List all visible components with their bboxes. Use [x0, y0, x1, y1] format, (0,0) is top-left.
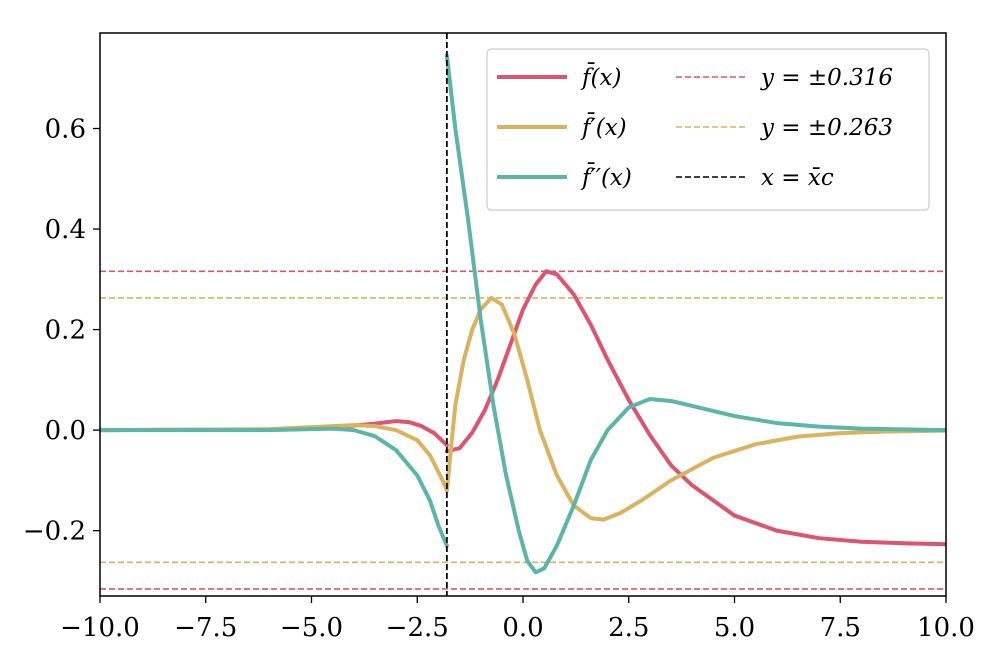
- legend-label-1: f̄′(x): [580, 113, 627, 141]
- y-tick-label: 0.2: [45, 316, 86, 346]
- x-tick-label: 7.5: [820, 613, 861, 643]
- legend-label-2: f̄′′(x): [580, 163, 632, 191]
- series-line-5: [444, 53, 946, 575]
- series-line-1: [444, 269, 946, 547]
- x-tick-label: −7.5: [174, 613, 237, 643]
- x-tick-label: 0.0: [502, 613, 543, 643]
- legend-label-5: x = x̄c: [761, 165, 834, 191]
- series-line-2: [100, 423, 449, 493]
- legend: f̄(x) f̄′(x) f̄′′(x) y = ±0.316 y = ±0.263 x …: [486, 48, 930, 211]
- x-tick-label: −10.0: [60, 613, 140, 643]
- y-tick-label: 0.0: [45, 416, 86, 446]
- x-tick-label: 5.0: [714, 613, 755, 643]
- series-line-0: [100, 419, 449, 448]
- x-axis: −10.0 −7.5 −5.0 −2.5 0.0 2.5 5.0 7.5 10.0: [60, 596, 975, 643]
- x-tick-label: 2.5: [608, 613, 649, 643]
- plot-area: [100, 33, 946, 596]
- x-tick-label: 10.0: [917, 613, 975, 643]
- y-axis: −0.2 0.0 0.2 0.4 0.6: [23, 115, 100, 547]
- legend-label-4: y = ±0.263: [760, 115, 893, 141]
- legend-box: [486, 48, 930, 211]
- x-tick-label: −2.5: [386, 613, 449, 643]
- y-tick-label: 0.6: [45, 115, 86, 145]
- y-tick-label: 0.4: [45, 215, 86, 245]
- y-tick-label: −0.2: [23, 517, 86, 547]
- legend-label-3: y = ±0.316: [760, 65, 893, 91]
- legend-label-0: f̄(x): [580, 63, 621, 91]
- series-line-4: [100, 426, 449, 548]
- x-tick-label: −5.0: [280, 613, 343, 643]
